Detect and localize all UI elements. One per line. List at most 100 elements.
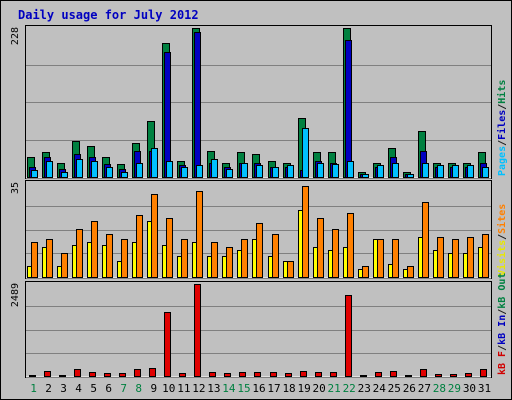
bar-kbytes-kb-f-day-27 bbox=[420, 369, 427, 377]
panel-visits-axis-label-part-3: Sites bbox=[496, 204, 508, 234]
x-tick-label-day-5: 5 bbox=[90, 382, 97, 395]
series-pages bbox=[31, 128, 489, 178]
panel-hits-axis-label-part-5: Hits bbox=[496, 80, 508, 104]
panel-kbytes-axis-label-part-1: kB F bbox=[497, 351, 508, 375]
bar-hits-pages-day-30 bbox=[467, 165, 474, 178]
bar-hits-files-day-22 bbox=[345, 40, 352, 178]
x-tick-label-day-9: 9 bbox=[150, 382, 157, 395]
bar-kbytes-kb-f-day-1 bbox=[29, 375, 36, 377]
panel-hits-axis-label: Pages/Files/Hits bbox=[496, 80, 508, 176]
bar-kbytes-kb-f-day-8 bbox=[134, 369, 141, 377]
bar-kbytes-kb-f-day-17 bbox=[270, 372, 277, 377]
bar-visits-sites-day-3 bbox=[61, 253, 68, 278]
bar-kbytes-kb-f-day-24 bbox=[375, 372, 382, 377]
bar-visits-sites-day-12 bbox=[196, 191, 203, 278]
x-tick-label-day-18: 18 bbox=[282, 382, 295, 395]
bar-hits-pages-day-9 bbox=[151, 148, 158, 178]
bar-visits-sites-day-7 bbox=[121, 239, 128, 278]
bar-visits-sites-day-16 bbox=[256, 223, 263, 278]
x-tick-label-day-13: 13 bbox=[207, 382, 220, 395]
x-tick-label-day-8: 8 bbox=[135, 382, 142, 395]
x-tick-label-day-17: 17 bbox=[267, 382, 280, 395]
bar-hits-pages-day-10 bbox=[166, 161, 173, 178]
panel-hits-axis-label-part-2: / bbox=[497, 140, 508, 146]
bar-visits-sites-day-1 bbox=[31, 242, 38, 278]
bar-hits-pages-day-4 bbox=[76, 159, 83, 178]
x-tick-label-day-22: 22 bbox=[343, 382, 356, 395]
bar-kbytes-kb-f-day-25 bbox=[390, 371, 397, 377]
bar-kbytes-kb-f-day-5 bbox=[89, 372, 96, 377]
bar-visits-sites-day-20 bbox=[317, 218, 324, 278]
series-kb-f bbox=[29, 284, 487, 377]
x-tick-label-day-3: 3 bbox=[60, 382, 67, 395]
bar-kbytes-kb-f-day-26 bbox=[405, 375, 412, 377]
x-tick-label-day-12: 12 bbox=[192, 382, 205, 395]
bar-visits-sites-day-11 bbox=[181, 239, 188, 278]
bar-visits-sites-day-22 bbox=[347, 213, 354, 278]
panel-kbytes-ymax-label: 2489 bbox=[10, 283, 21, 307]
bar-visits-sites-day-17 bbox=[272, 234, 279, 278]
bar-visits-sites-day-27 bbox=[422, 202, 429, 278]
bar-hits-pages-day-28 bbox=[437, 165, 444, 178]
bar-visits-sites-day-19 bbox=[302, 186, 309, 278]
panel-visits-ymax-label: 35 bbox=[10, 182, 21, 194]
bar-hits-pages-day-24 bbox=[377, 165, 384, 178]
bar-visits-sites-day-8 bbox=[136, 215, 143, 278]
bar-hits-pages-day-22 bbox=[347, 161, 354, 178]
x-tick-label-day-21: 21 bbox=[328, 382, 341, 395]
bar-kbytes-kb-f-day-11 bbox=[179, 373, 186, 377]
bar-kbytes-kb-f-day-30 bbox=[465, 373, 472, 377]
panel-visits-axis-label-part-2: / bbox=[497, 234, 508, 240]
panel-visits-axis-label: Visits/Sites bbox=[496, 204, 508, 276]
x-tick-label-day-11: 11 bbox=[177, 382, 190, 395]
x-tick-label-day-26: 26 bbox=[403, 382, 416, 395]
bar-kbytes-kb-f-day-20 bbox=[315, 372, 322, 377]
bar-visits-sites-day-23 bbox=[362, 266, 369, 278]
panel-kbytes-axis-label-part-4: / bbox=[497, 309, 508, 315]
bar-kbytes-kb-f-day-21 bbox=[330, 372, 337, 377]
x-tick-label-day-4: 4 bbox=[75, 382, 82, 395]
bar-hits-pages-day-19 bbox=[302, 128, 309, 178]
bar-visits-sites-day-6 bbox=[106, 234, 113, 278]
bar-visits-sites-day-30 bbox=[467, 237, 474, 278]
x-tick-label-day-10: 10 bbox=[162, 382, 175, 395]
bar-visits-sites-day-4 bbox=[76, 229, 83, 278]
bar-kbytes-kb-f-day-12 bbox=[194, 284, 201, 377]
bar-visits-sites-day-28 bbox=[437, 237, 444, 278]
bar-hits-pages-day-26 bbox=[407, 174, 414, 178]
bar-hits-pages-day-13 bbox=[211, 159, 218, 178]
panel-hits-axis-label-part-3: Files bbox=[496, 110, 508, 140]
bar-kbytes-kb-f-day-19 bbox=[300, 371, 307, 377]
bar-visits-sites-day-9 bbox=[151, 194, 158, 278]
bar-kbytes-kb-f-day-29 bbox=[450, 374, 457, 377]
bar-visits-sites-day-2 bbox=[46, 239, 53, 278]
panel-kbytes-axis-label-part-2: / bbox=[497, 345, 508, 351]
bar-kbytes-kb-f-day-23 bbox=[360, 375, 367, 377]
panel-kbytes-axis-label: kB F/kB In/kB Out bbox=[497, 273, 508, 375]
bar-kbytes-kb-f-day-3 bbox=[59, 375, 66, 377]
x-tick-label-day-31: 31 bbox=[478, 382, 491, 395]
x-tick-label-day-15: 15 bbox=[237, 382, 250, 395]
bar-hits-pages-day-27 bbox=[422, 163, 429, 178]
bar-kbytes-kb-f-day-6 bbox=[104, 373, 111, 377]
x-tick-label-day-30: 30 bbox=[463, 382, 476, 395]
bar-hits-pages-day-23 bbox=[362, 174, 369, 178]
x-tick-label-day-27: 27 bbox=[418, 382, 431, 395]
bar-hits-pages-day-15 bbox=[241, 163, 248, 178]
series-sites bbox=[31, 186, 489, 278]
bar-kbytes-kb-f-day-4 bbox=[74, 369, 81, 377]
bar-visits-sites-day-14 bbox=[226, 247, 233, 278]
bar-kbytes-kb-f-day-10 bbox=[164, 312, 171, 377]
x-tick-label-day-20: 20 bbox=[313, 382, 326, 395]
panel-kbytes-axis-label-part-5: kB Out bbox=[497, 273, 508, 309]
panel-kbytes: 2489 kB F/kB In/kB Out bbox=[10, 273, 508, 378]
bar-visits-sites-day-10 bbox=[166, 218, 173, 278]
bar-kbytes-kb-f-day-9 bbox=[149, 368, 156, 377]
bar-visits-sites-day-5 bbox=[91, 221, 98, 278]
bar-visits-sites-day-29 bbox=[452, 239, 459, 278]
x-tick-label-day-28: 28 bbox=[433, 382, 446, 395]
panel-kbytes-frame bbox=[25, 281, 492, 378]
bar-hits-pages-day-18 bbox=[287, 165, 294, 178]
x-tick-label-day-2: 2 bbox=[45, 382, 52, 395]
